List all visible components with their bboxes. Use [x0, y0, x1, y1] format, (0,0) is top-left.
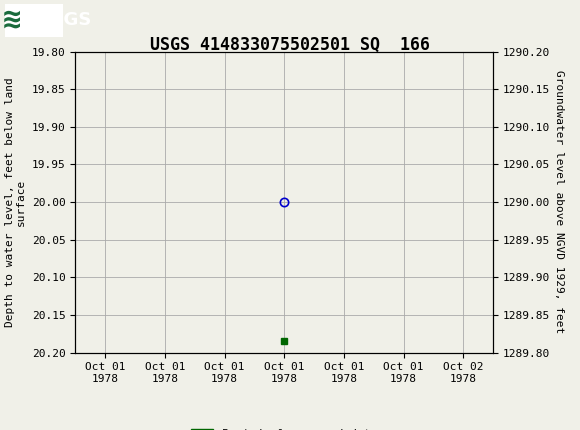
Text: ≋: ≋ — [3, 6, 21, 35]
Y-axis label: Groundwater level above NGVD 1929, feet: Groundwater level above NGVD 1929, feet — [554, 71, 564, 334]
FancyBboxPatch shape — [5, 4, 63, 37]
Text: USGS 414833075502501 SQ  166: USGS 414833075502501 SQ 166 — [150, 36, 430, 54]
Text: USGS: USGS — [36, 12, 91, 29]
Y-axis label: Depth to water level, feet below land
surface: Depth to water level, feet below land su… — [5, 77, 26, 327]
Legend: Period of approved data: Period of approved data — [187, 424, 382, 430]
